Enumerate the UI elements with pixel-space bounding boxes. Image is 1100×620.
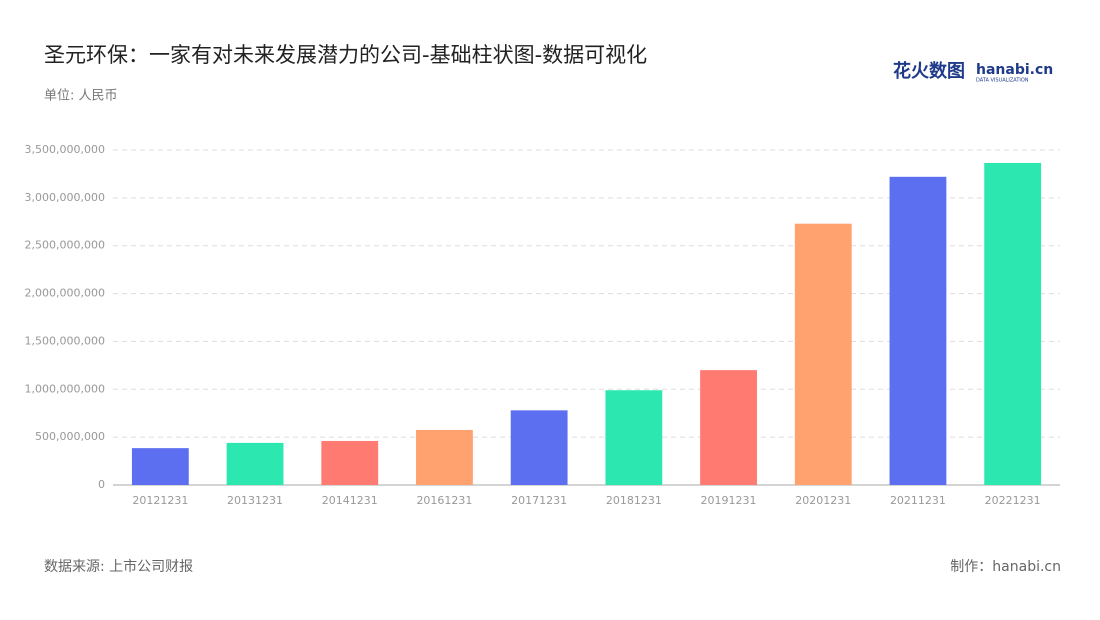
y-tick-label: 0 [98, 478, 105, 491]
y-tick-label: 1,000,000,000 [25, 382, 105, 395]
y-tick-label: 2,500,000,000 [25, 239, 105, 252]
bar [510, 410, 568, 485]
x-tick-label: 20161231 [416, 494, 472, 507]
logo-tagline: DATA VISUALIZATION [976, 78, 1029, 84]
chart-subtitle: 单位: 人民币 [44, 89, 118, 104]
y-tick-label: 3,500,000,000 [25, 143, 105, 156]
y-tick-label: 1,500,000,000 [25, 334, 105, 347]
y-tick-label: 2,000,000,000 [25, 287, 105, 300]
x-tick-label: 20121231 [132, 494, 188, 507]
x-tick-label: 20141231 [322, 494, 378, 507]
x-tick-label: 20171231 [511, 494, 567, 507]
x-tick-label: 20191231 [701, 494, 757, 507]
bar [416, 429, 473, 485]
x-tick-label: 20131231 [227, 494, 283, 507]
x-tick-label: 20221231 [985, 494, 1041, 507]
bar [131, 448, 189, 485]
bar [984, 162, 1042, 485]
bar [700, 370, 757, 485]
logo-cn: 花火数图 [893, 60, 965, 82]
y-tick-label: 500,000,000 [35, 430, 105, 443]
bar [321, 440, 379, 485]
bar [794, 223, 852, 485]
chart-title: 圣元环保：一家有对未来发展潜力的公司-基础柱状图-数据可视化 [44, 43, 647, 67]
x-tick-label: 20211231 [890, 494, 946, 507]
source-note: 数据来源: 上市公司财报 [44, 558, 193, 575]
bar [889, 176, 947, 486]
y-tick-label: 3,000,000,000 [25, 191, 105, 204]
bar [226, 442, 284, 485]
credit: 制作：hanabi.cn [950, 559, 1061, 575]
x-tick-label: 20201231 [795, 494, 851, 507]
bar [605, 390, 663, 485]
logo-en: hanabi.cn [976, 62, 1053, 78]
x-tick-label: 20181231 [606, 494, 662, 507]
